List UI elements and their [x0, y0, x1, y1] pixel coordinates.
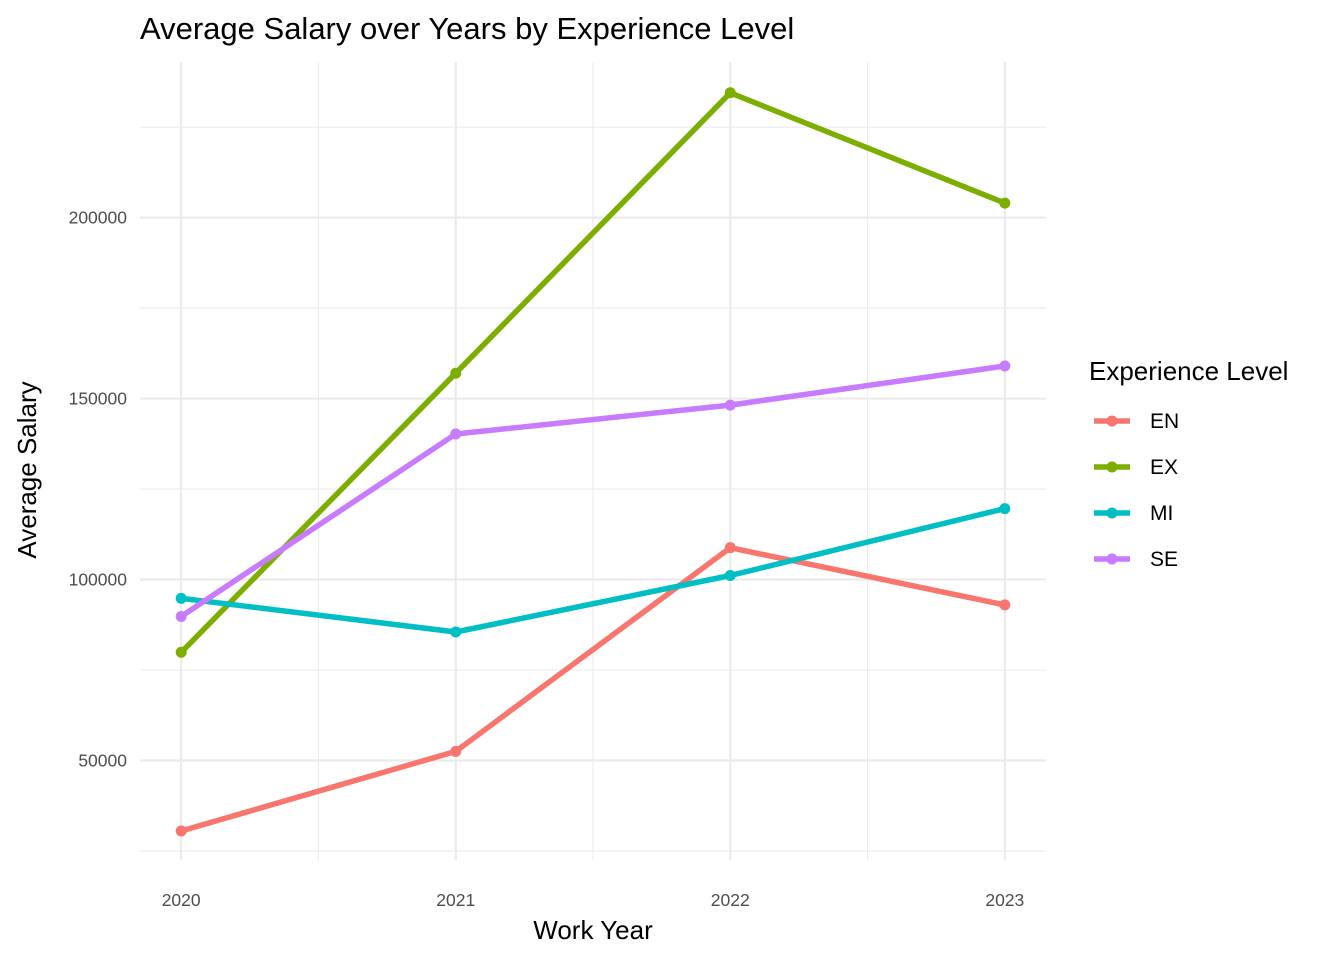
y-axis-ticks: 50000 100000 150000 200000: [69, 208, 128, 771]
legend-key-point: [1106, 415, 1118, 427]
legend-title: Experience Level: [1089, 356, 1288, 386]
data-point-en: [724, 542, 736, 554]
series-line-en: [180, 544, 1006, 834]
x-tick-label: 2022: [711, 890, 750, 910]
legend-item-en: EN: [1094, 410, 1179, 433]
legend-key-point: [1106, 553, 1118, 565]
data-point-se: [450, 428, 462, 440]
legend: Experience Level EN EX MI SE: [1089, 356, 1288, 571]
series-ex: [175, 87, 1011, 658]
x-tick-label: 2023: [985, 890, 1024, 910]
legend-label: MI: [1150, 502, 1173, 525]
legend-key-point: [1106, 507, 1118, 519]
legend-item-ex: EX: [1094, 456, 1178, 479]
data-point-se: [175, 610, 187, 622]
data-point-se: [724, 399, 736, 411]
x-axis-ticks: 2020 2021 2022 2023: [162, 890, 1025, 910]
legend-label: EX: [1150, 456, 1178, 479]
data-point-mi: [450, 626, 462, 638]
legend-key-point: [1106, 461, 1118, 473]
series-mi: [175, 503, 1011, 638]
data-point-ex: [724, 87, 736, 99]
data-point-mi: [999, 503, 1011, 515]
data-point-en: [175, 825, 187, 837]
series-line-mi: [180, 505, 1006, 635]
series-line-ex: [179, 90, 1006, 655]
grid: [140, 62, 1046, 860]
data-point-ex: [450, 367, 462, 379]
data-point-ex: [999, 197, 1011, 209]
series-en: [175, 542, 1011, 837]
data-point-ex: [175, 646, 187, 658]
y-tick-label: 50000: [78, 750, 127, 770]
y-axis-title: Average Salary: [12, 381, 42, 558]
x-tick-label: 2021: [436, 890, 475, 910]
chart-title: Average Salary over Years by Experience …: [140, 11, 794, 46]
legend-item-mi: MI: [1094, 502, 1173, 525]
legend-item-se: SE: [1094, 548, 1178, 571]
legend-label: EN: [1150, 410, 1179, 433]
series-group: [175, 87, 1011, 837]
data-point-en: [999, 599, 1011, 611]
legend-label: SE: [1150, 548, 1178, 571]
data-point-se: [999, 360, 1011, 372]
x-tick-label: 2020: [162, 890, 201, 910]
data-point-en: [450, 745, 462, 757]
series-line-se: [179, 363, 1006, 619]
y-tick-label: 100000: [69, 570, 128, 590]
series-se: [175, 360, 1011, 622]
y-tick-label: 200000: [69, 208, 128, 228]
data-point-mi: [724, 570, 736, 582]
legend-items: EN EX MI SE: [1094, 410, 1179, 571]
x-axis-title: Work Year: [533, 915, 653, 945]
y-tick-label: 150000: [69, 389, 128, 409]
data-point-mi: [175, 592, 187, 604]
